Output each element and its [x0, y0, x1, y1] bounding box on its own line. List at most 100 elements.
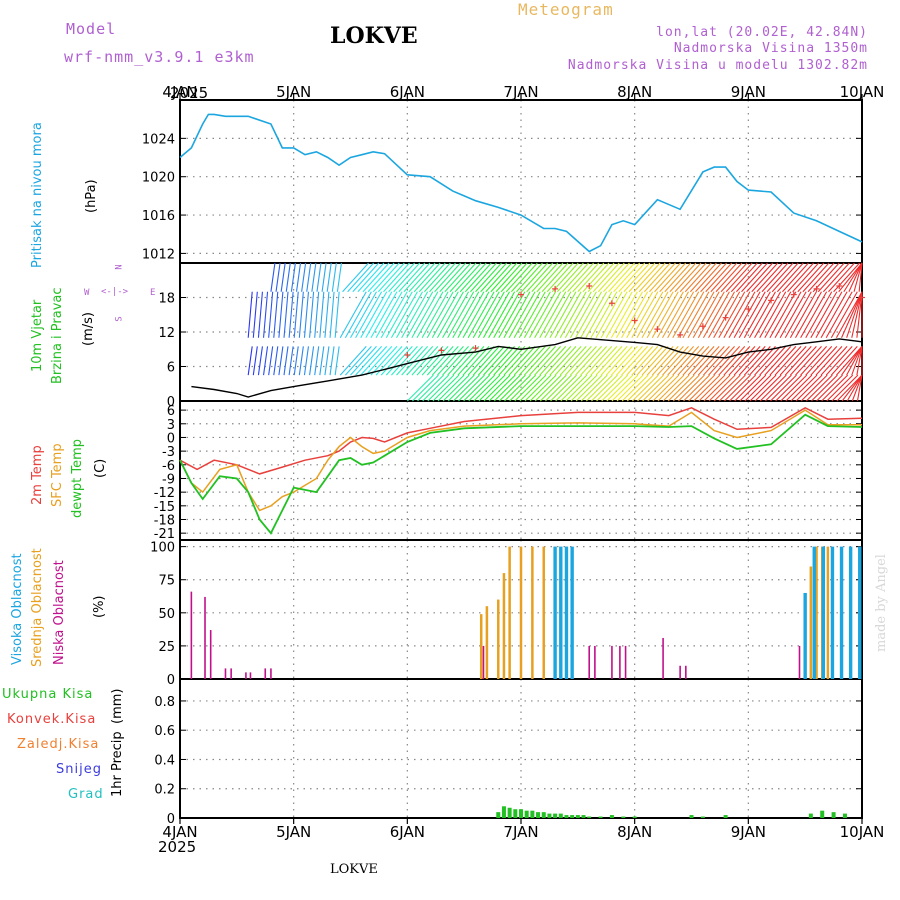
- wind-barb: [761, 262, 789, 293]
- wind-barb: [582, 262, 610, 293]
- model-name: wrf-nmm_v3.9.1 e3km: [64, 48, 255, 66]
- coords-label: lon,lat (20.02E, 42.84N): [656, 25, 868, 40]
- pressure-line: [179, 113, 863, 253]
- y-tick-label: 25: [158, 640, 175, 655]
- cloud-bar-niska: [190, 591, 193, 679]
- wind-barb: [426, 346, 454, 376]
- wind-barb: [672, 374, 700, 402]
- wind-barb: [708, 374, 736, 402]
- wind-barb: [331, 262, 337, 292]
- wind-barb: [592, 262, 620, 293]
- wind-barb: [268, 346, 274, 376]
- wind-barb: [504, 374, 531, 402]
- precip-bar: [513, 809, 518, 818]
- cloud-bar-niska: [224, 668, 227, 679]
- wind-barb: [616, 291, 643, 339]
- wind-barb: [713, 291, 741, 339]
- precip-bar: [581, 815, 586, 818]
- wind-barb: [529, 291, 557, 339]
- wind-barb: [319, 346, 325, 376]
- wind-barb: [360, 291, 388, 339]
- wind-barb: [459, 262, 487, 293]
- wind-barb: [805, 374, 833, 402]
- wind-barb: [383, 262, 410, 293]
- wind-barb: [270, 262, 276, 292]
- wind-barb: [508, 346, 536, 376]
- wind-barb: [713, 374, 741, 402]
- wind-barb: [841, 346, 863, 376]
- wind-barb: [708, 346, 735, 376]
- wind-barb: [447, 346, 475, 376]
- precip-bar: [541, 812, 546, 818]
- wind-barb: [539, 291, 567, 339]
- wind-barb: [775, 374, 803, 402]
- wind-barb: [329, 291, 335, 338]
- wind-barb: [416, 346, 444, 376]
- wind-barb: [444, 262, 472, 293]
- wind-barb: [442, 374, 470, 402]
- wind-barb: [385, 346, 413, 376]
- wind-barb: [577, 262, 605, 293]
- wind-barb: [677, 291, 705, 339]
- wind-barb: [595, 346, 623, 376]
- wind-barb: [600, 346, 628, 376]
- wind-barb: [585, 291, 613, 339]
- wind-barb: [342, 262, 369, 293]
- wind-barb: [262, 291, 269, 338]
- x-tick-label-bottom: 4JAN: [162, 823, 197, 841]
- wind-barb: [319, 291, 325, 338]
- wind-barb: [611, 374, 639, 402]
- wind-barb: [336, 262, 342, 292]
- wind-barb: [764, 291, 792, 339]
- wind-barb: [429, 262, 456, 293]
- wind-barb: [703, 374, 731, 402]
- wind-barb: [646, 291, 674, 339]
- y-tick-label: -18: [154, 513, 175, 528]
- wind-barb: [575, 374, 603, 402]
- wind-barb: [779, 291, 807, 339]
- wind-barb: [247, 346, 253, 376]
- cloud-bar-niska: [245, 672, 247, 679]
- wind-barb: [278, 346, 284, 376]
- wind-barb: [733, 291, 761, 339]
- wind-barb: [657, 374, 685, 402]
- wind-barb: [447, 374, 475, 402]
- wind-barb: [585, 374, 613, 402]
- wind-barb: [498, 346, 526, 376]
- wind-barb: [621, 374, 649, 402]
- wind-barb: [815, 291, 843, 339]
- cloud-bar-visoka: [830, 546, 835, 679]
- wind-barb: [570, 346, 597, 376]
- wind-barb: [830, 346, 858, 376]
- wind-barb: [669, 262, 697, 293]
- cloud-bar-visoka: [564, 546, 569, 679]
- wind-barb: [738, 291, 766, 339]
- compass-arrows: <-|->: [101, 287, 129, 297]
- wind-barb: [560, 374, 588, 402]
- wind-barb: [603, 262, 630, 293]
- wind-barb: [556, 262, 584, 293]
- wind-barb: [370, 291, 398, 339]
- wind-barb: [483, 346, 510, 376]
- wind-barb: [283, 291, 289, 338]
- model-label: Model: [66, 20, 117, 38]
- wind-barb: [495, 262, 523, 293]
- wind-barb: [697, 346, 725, 376]
- wind-barb: [464, 262, 492, 293]
- wind-barb: [449, 262, 477, 293]
- cloud-bar-niska: [611, 645, 613, 679]
- wind-barb: [321, 262, 327, 292]
- meteogram-title: Meteogram: [518, 0, 614, 19]
- wind-barb: [741, 262, 768, 293]
- wind-barb: [421, 291, 449, 339]
- wind-barb: [411, 291, 439, 339]
- wind-barb: [509, 374, 537, 402]
- y-tick-label: 1020: [142, 171, 175, 186]
- wind-barb: [692, 291, 720, 339]
- wind-barb: [692, 346, 720, 376]
- wind-barb: [426, 291, 454, 339]
- wind-barb: [567, 262, 595, 293]
- wind-barb: [605, 291, 633, 339]
- wind-barb: [785, 374, 813, 402]
- wind-barb: [784, 346, 812, 376]
